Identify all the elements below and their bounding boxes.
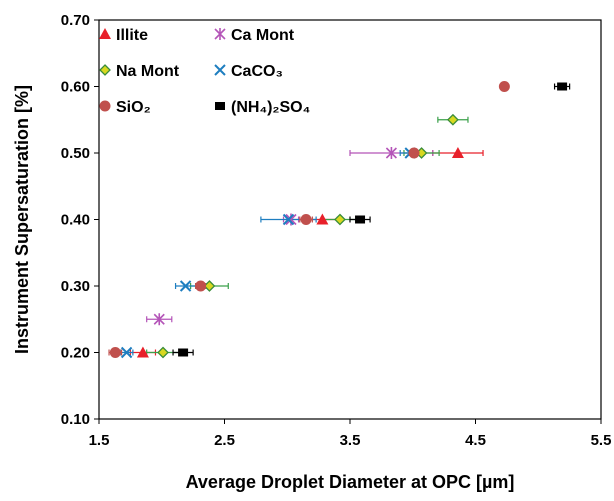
y-tick-label: 0.20 xyxy=(61,345,90,362)
data-markers xyxy=(109,81,568,359)
legend-marker xyxy=(99,64,111,76)
legend-label: Na Mont xyxy=(116,63,180,80)
data-point xyxy=(557,82,568,91)
data-point xyxy=(451,147,464,158)
data-point xyxy=(408,147,420,159)
data-point xyxy=(385,147,397,159)
legend-marker xyxy=(214,64,226,76)
data-point xyxy=(446,113,459,126)
data-point xyxy=(334,213,346,226)
y-axis-title: Instrument Supersaturation [%] xyxy=(12,85,32,354)
y-tick-label: 0.40 xyxy=(61,212,90,229)
data-point xyxy=(195,280,207,292)
data-point xyxy=(153,313,165,326)
data-point xyxy=(109,347,121,358)
legend-marker xyxy=(215,102,225,110)
axes: 1.5 2.5 3.5 4.5 5.5 0.10 0.20 0.30 0.40 0.50 0.60 0… xyxy=(61,12,612,449)
data-point xyxy=(498,81,510,92)
y-tick-label: 0.70 xyxy=(61,12,90,29)
y-tick-label: 0.10 xyxy=(61,411,90,428)
data-point xyxy=(179,280,192,292)
x-tick-label: 2.5 xyxy=(214,432,235,449)
legend-label: (NH₄)₂SO₄ xyxy=(231,99,310,116)
y-tick-label: 0.50 xyxy=(61,145,90,162)
data-point xyxy=(157,346,169,359)
data-point xyxy=(136,346,149,358)
legend: Illite Ca Mont Na Mont CaCO₃ SiO₂ (NH₄)₂SO₄ xyxy=(99,27,310,116)
data-point xyxy=(282,213,295,226)
legend-label: Ca Mont xyxy=(231,27,295,44)
x-tick-label: 3.5 xyxy=(340,432,361,449)
x-tick-label: 5.5 xyxy=(591,432,612,449)
x-tick-label: 4.5 xyxy=(465,432,486,449)
data-point xyxy=(355,215,366,224)
data-point xyxy=(178,348,189,357)
x-tick-label: 1.5 xyxy=(89,432,110,449)
legend-label: Illite xyxy=(116,27,148,44)
legend-marker xyxy=(214,28,226,40)
y-tick-label: 0.30 xyxy=(61,278,90,295)
data-point xyxy=(203,280,216,292)
legend-label: CaCO₃ xyxy=(231,63,283,80)
data-point xyxy=(316,213,329,225)
data-point xyxy=(300,214,312,225)
x-axis-title: Average Droplet Diameter at OPC [µm] xyxy=(186,472,515,492)
data-point xyxy=(285,213,297,226)
y-tick-label: 0.60 xyxy=(61,79,90,96)
data-point xyxy=(120,346,133,359)
legend-marker xyxy=(99,28,111,39)
legend-label: SiO₂ xyxy=(116,99,151,116)
legend-marker xyxy=(99,100,111,112)
